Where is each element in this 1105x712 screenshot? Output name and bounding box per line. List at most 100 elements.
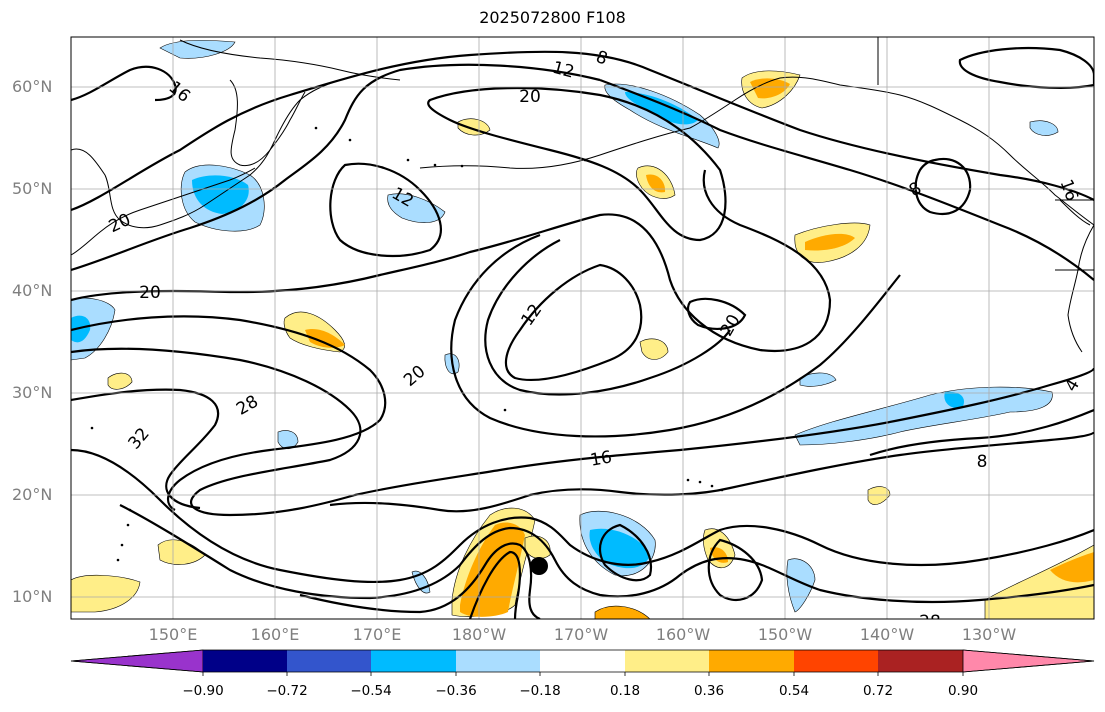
contour-line bbox=[484, 239, 731, 396]
contour-line bbox=[914, 157, 972, 216]
island bbox=[116, 558, 120, 562]
colorbar-cell bbox=[203, 650, 287, 672]
shade-blue-west-core bbox=[71, 315, 91, 343]
island bbox=[90, 426, 94, 430]
coast-canada bbox=[1059, 199, 1094, 271]
shade-yellow-small-2 bbox=[107, 372, 133, 390]
colorbar-label: 0.90 bbox=[947, 683, 979, 699]
colorbar-cell bbox=[625, 650, 709, 672]
boundary-us-canada bbox=[1055, 199, 1094, 271]
colorbar-cell bbox=[709, 650, 794, 672]
contour-line bbox=[958, 46, 1094, 89]
shade-yellow-small-3 bbox=[639, 338, 669, 360]
shade-blue-mid bbox=[387, 193, 446, 223]
colorbar-cell bbox=[540, 650, 625, 672]
shade-orange-alaska bbox=[750, 78, 790, 99]
coast-japan bbox=[71, 167, 256, 256]
lon-label: 150°E bbox=[148, 625, 198, 644]
contour-line bbox=[119, 504, 1094, 604]
shade-blue-small-3 bbox=[786, 558, 816, 613]
island bbox=[720, 488, 724, 492]
shade-orange-bottom bbox=[594, 605, 651, 619]
storm-center-marker bbox=[530, 557, 548, 575]
lon-label: 160°E bbox=[250, 625, 300, 644]
island bbox=[583, 158, 587, 162]
contour-line bbox=[598, 523, 653, 582]
colorbar-label: −0.18 bbox=[519, 683, 561, 699]
colorbar-extend-low bbox=[70, 649, 204, 673]
contour-line bbox=[71, 388, 220, 510]
contour-label: 20 bbox=[519, 87, 541, 107]
lat-label: 10°N bbox=[12, 587, 53, 606]
island bbox=[128, 508, 132, 512]
contour-line bbox=[71, 347, 1094, 517]
colorbar-cell bbox=[456, 650, 540, 672]
coast-alaska bbox=[689, 76, 1094, 226]
contour-line bbox=[71, 448, 1094, 584]
colorbar-label: 0.54 bbox=[778, 683, 810, 699]
island bbox=[686, 478, 690, 482]
island bbox=[120, 543, 124, 547]
lon-label: 170°W bbox=[553, 625, 609, 644]
shade-blue-east-core bbox=[944, 391, 965, 409]
contour-line bbox=[427, 86, 727, 242]
lon-label: 180°W bbox=[451, 625, 507, 644]
coast-siberia bbox=[179, 39, 401, 81]
colorbar bbox=[70, 649, 1095, 676]
lon-label: 130°W bbox=[961, 625, 1017, 644]
island bbox=[126, 523, 130, 527]
contour-line bbox=[71, 50, 1094, 212]
shade-blue-bering-core bbox=[625, 92, 698, 125]
lon-label: 170°E bbox=[352, 625, 402, 644]
contour-line bbox=[707, 538, 764, 602]
map-layers: 8 12 20 16 12 20 8 16 20 20 12 20 24 28 … bbox=[71, 37, 1094, 619]
contour-line bbox=[450, 233, 901, 438]
contour-line bbox=[71, 169, 832, 352]
contour-label: 16 bbox=[589, 447, 614, 470]
lat-label: 50°N bbox=[12, 179, 53, 198]
contour-label: 20 bbox=[139, 283, 161, 303]
island bbox=[314, 126, 318, 130]
colorbar-cell bbox=[878, 650, 963, 672]
map-frame bbox=[70, 36, 1095, 620]
island bbox=[503, 408, 507, 412]
map-title: 2025072800 F108 bbox=[479, 8, 626, 27]
island bbox=[406, 158, 410, 162]
colorbar-label: −0.54 bbox=[350, 683, 392, 699]
shade-yellow-sw bbox=[71, 574, 141, 613]
contour-line bbox=[71, 65, 177, 102]
shade-orange-se bbox=[1050, 552, 1094, 583]
shade-orange-center bbox=[646, 174, 666, 193]
lon-label: 160°W bbox=[655, 625, 711, 644]
colorbar-extend-high bbox=[962, 649, 1095, 673]
contour-line bbox=[299, 542, 541, 619]
contour-line bbox=[71, 315, 387, 511]
contour-label: 8 bbox=[977, 452, 988, 472]
shade-blue-small-2 bbox=[1029, 120, 1059, 136]
contour-line bbox=[869, 408, 1094, 457]
shade-orange-westcoast bbox=[305, 329, 345, 348]
colorbar-cell bbox=[371, 650, 456, 672]
colorbar-cell bbox=[287, 650, 371, 672]
lat-label: 40°N bbox=[12, 281, 53, 300]
colorbar-label: −0.90 bbox=[182, 683, 224, 699]
lon-label: 150°W bbox=[757, 625, 813, 644]
coastlines bbox=[71, 37, 1094, 353]
islands bbox=[90, 126, 724, 562]
shade-blue-tropical-core bbox=[589, 528, 650, 569]
contour-line bbox=[468, 550, 521, 619]
colorbar-label: 0.72 bbox=[862, 683, 894, 699]
shade-orange-ne bbox=[805, 233, 855, 251]
island bbox=[698, 480, 702, 484]
island bbox=[433, 163, 437, 167]
lon-label: 140°W bbox=[859, 625, 915, 644]
contour-line bbox=[687, 297, 747, 330]
shade-blue-west bbox=[71, 297, 116, 361]
lat-label: 30°N bbox=[12, 383, 53, 402]
coast-westus bbox=[1067, 269, 1083, 353]
contour-line bbox=[329, 430, 1094, 513]
colorbar-label: −0.72 bbox=[266, 683, 308, 699]
shade-blue-small-1 bbox=[277, 430, 299, 450]
island bbox=[710, 484, 714, 488]
